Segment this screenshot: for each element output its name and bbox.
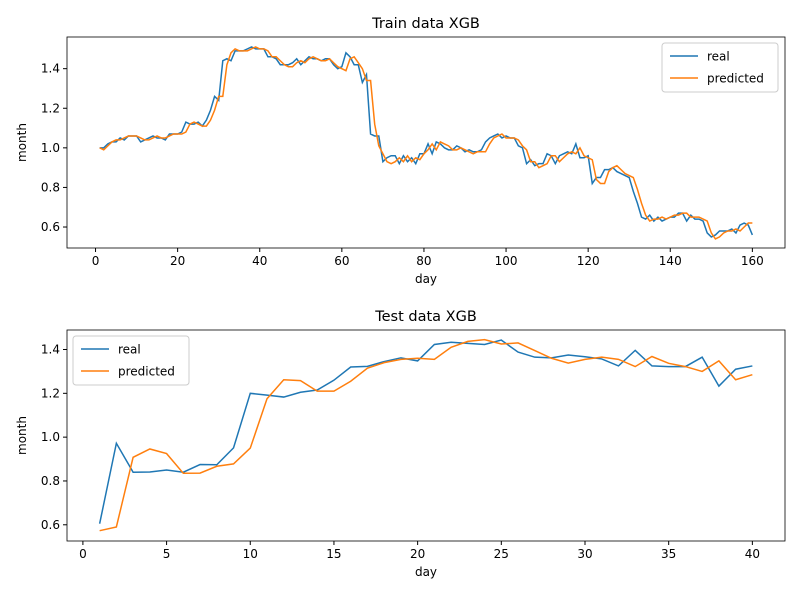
y-tick-label: 1.2 — [41, 386, 60, 400]
axes: 0 20 40 60 80 100 120 140 160 0.6 0.8 1.0 1.2 1.4 Trai… — [15, 16, 786, 286]
x-tick-label: 20 — [410, 547, 425, 561]
y-axis-label: month — [15, 416, 29, 455]
x-tick-label: 20 — [170, 254, 185, 268]
x-tick-label: 15 — [326, 547, 341, 561]
x-tick-label: 140 — [659, 254, 682, 268]
y-tick-label: 1.0 — [41, 141, 60, 155]
y-tick-label: 0.6 — [41, 220, 60, 234]
axes: 0 5 10 15 20 25 30 35 40 0.6 0.8 1.0 1.2 1.4 Test data… — [15, 309, 786, 579]
axes-frame — [66, 36, 786, 249]
y-tick-label: 0.8 — [41, 180, 60, 194]
legend-label: predicted — [707, 72, 764, 86]
x-axis-label: day — [415, 272, 437, 286]
y-tick-label: 1.2 — [41, 101, 60, 115]
axes-frame — [66, 329, 786, 542]
x-tick-label: 30 — [577, 547, 592, 561]
x-tick-label: 60 — [334, 254, 349, 268]
legend-label: predicted — [118, 365, 175, 379]
x-tick-label: 5 — [163, 547, 171, 561]
chart-title: Train data XGB — [371, 16, 480, 32]
x-axis-label: day — [415, 565, 437, 579]
legend: real predicted — [661, 42, 779, 93]
y-tick-label: 1.0 — [41, 430, 60, 444]
series-line — [99, 338, 753, 532]
y-tick-label: 1.4 — [41, 343, 60, 357]
x-tick-label: 40 — [252, 254, 267, 268]
x-tick-label: 160 — [741, 254, 764, 268]
x-tick-label: 40 — [745, 547, 760, 561]
series-line — [99, 46, 754, 238]
legend-label: real — [118, 343, 141, 357]
x-tick-label: 120 — [577, 254, 600, 268]
series-line — [98, 339, 753, 524]
x-tick-label: 0 — [79, 547, 87, 561]
chart-title: Test data XGB — [374, 309, 477, 325]
legend-label: real — [707, 50, 730, 64]
y-tick-label: 0.6 — [41, 518, 60, 532]
legend: real predicted — [72, 335, 190, 386]
x-tick-label: 25 — [494, 547, 509, 561]
y-axis-label: month — [15, 123, 29, 162]
x-tick-label: 35 — [661, 547, 676, 561]
x-tick-label: 100 — [495, 254, 518, 268]
x-tick-label: 80 — [416, 254, 431, 268]
x-tick-label: 10 — [243, 547, 258, 561]
x-tick-label: 0 — [92, 254, 100, 268]
y-tick-label: 0.8 — [41, 474, 60, 488]
series-line — [99, 46, 753, 240]
y-tick-label: 1.4 — [41, 62, 60, 76]
